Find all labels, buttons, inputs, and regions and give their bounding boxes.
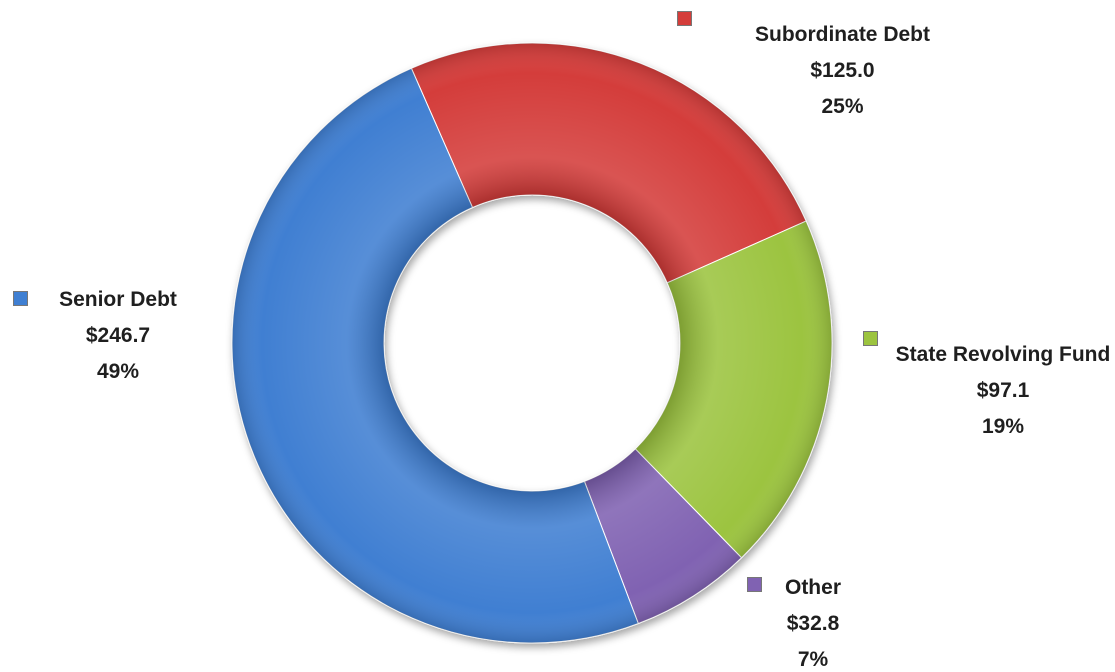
legend-marker (677, 11, 692, 26)
percentage-label: 7% (797, 648, 829, 671)
data-label: Other $32.8 7% (770, 570, 856, 672)
value-label: $246.7 (85, 324, 151, 347)
legend-marker (863, 331, 878, 346)
percentage-label: 49% (96, 360, 140, 383)
category-label: State Revolving Fund (895, 343, 1111, 366)
value-label: $32.8 (786, 612, 840, 635)
legend-marker (747, 577, 762, 592)
category-label: Subordinate Debt (754, 23, 930, 46)
category-label: Other (784, 576, 841, 599)
percentage-label: 19% (981, 415, 1025, 438)
value-label: $97.1 (976, 379, 1030, 402)
data-label: State Revolving Fund $97.1 19% (890, 337, 1115, 445)
data-label: Senior Debt $246.7 49% (38, 282, 198, 390)
percentage-label: 25% (821, 95, 864, 118)
data-label: Subordinate Debt $125.0 25% (725, 17, 960, 125)
legend-marker (13, 291, 28, 306)
value-label: $125.0 (810, 59, 875, 82)
category-label: Senior Debt (59, 288, 177, 311)
